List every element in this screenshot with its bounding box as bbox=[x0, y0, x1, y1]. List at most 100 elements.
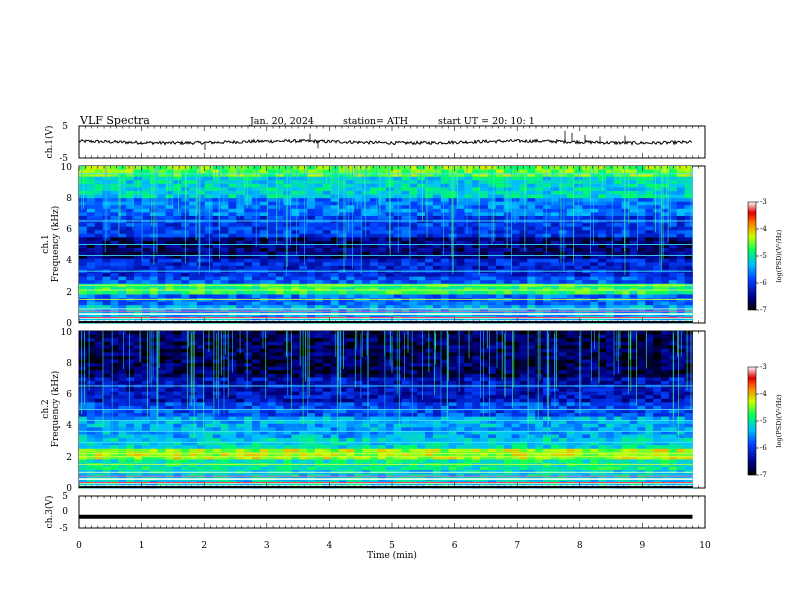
spectrogram-cell bbox=[354, 359, 363, 364]
spectrogram-cell bbox=[621, 230, 630, 235]
spectrogram-cell bbox=[480, 208, 489, 213]
spectrogram-cell bbox=[393, 305, 402, 310]
spectrogram-cell bbox=[157, 226, 166, 231]
spectrogram-cell bbox=[495, 244, 505, 249]
spectrogram-cell bbox=[558, 308, 568, 313]
spectrogram-cell bbox=[204, 194, 214, 199]
spectrogram-cell bbox=[362, 373, 371, 378]
spectrogram-cell bbox=[181, 355, 190, 360]
spectrogram-cell bbox=[598, 366, 607, 371]
spectrogram-cell bbox=[86, 187, 96, 192]
spectrogram-cell bbox=[189, 244, 198, 249]
spectrogram-cell bbox=[464, 370, 473, 375]
spectrogram-cell bbox=[409, 201, 418, 206]
spectrogram-cell bbox=[149, 265, 159, 270]
spectrogram-cell bbox=[236, 359, 245, 364]
spectrogram-cell bbox=[448, 198, 457, 203]
spectrogram-cell bbox=[440, 226, 450, 231]
spectrogram-cell bbox=[220, 355, 229, 360]
spectrogram-cell bbox=[126, 248, 135, 253]
spectrogram-cell bbox=[370, 169, 379, 174]
spectrogram-cell bbox=[354, 240, 363, 245]
spectrogram-cell bbox=[204, 251, 214, 256]
spectrogram-cell bbox=[196, 345, 206, 350]
spectrogram-cell bbox=[527, 244, 536, 249]
spectrogram-cell bbox=[86, 223, 96, 228]
spectrogram-cell bbox=[236, 248, 245, 253]
spectrogram-cell bbox=[204, 301, 214, 306]
spectrogram-cell bbox=[370, 287, 379, 292]
spectrogram-cell bbox=[472, 187, 481, 192]
spectrogram-cell bbox=[661, 359, 670, 364]
spectrogram-cell bbox=[346, 370, 355, 375]
spectrogram-cell bbox=[370, 208, 379, 213]
spectrogram-cell bbox=[535, 237, 544, 242]
spectrogram-cell bbox=[354, 276, 363, 281]
spectrogram-cell bbox=[598, 233, 607, 238]
spectrogram-cell bbox=[244, 169, 253, 174]
spectrogram-cell bbox=[393, 201, 402, 206]
spectrogram-cell bbox=[370, 334, 379, 339]
spectrogram-cell bbox=[291, 341, 300, 346]
spectrogram-cell bbox=[165, 355, 174, 360]
spectrogram-cell bbox=[181, 287, 190, 292]
spectrogram-cell bbox=[605, 215, 615, 220]
spectrogram-cell bbox=[299, 280, 308, 285]
spectrogram-cell bbox=[543, 240, 552, 245]
ch1-colorbar-tick: -5 bbox=[760, 252, 767, 260]
spectrogram-cell bbox=[629, 308, 638, 313]
spectrogram-cell bbox=[141, 201, 151, 206]
spectrogram-cell bbox=[645, 258, 654, 263]
spectrogram-cell bbox=[464, 352, 473, 357]
spectrogram-cell bbox=[204, 205, 214, 210]
spectrogram-cell bbox=[645, 198, 654, 203]
spectrogram-cell bbox=[212, 308, 221, 313]
spectrogram-cell bbox=[684, 248, 693, 253]
spectrogram-cell bbox=[220, 201, 229, 206]
spectrogram-cell bbox=[668, 233, 678, 238]
spectrogram-cell bbox=[668, 280, 678, 285]
spectrogram-cell bbox=[212, 290, 221, 295]
spectrogram-cell bbox=[86, 230, 96, 235]
spectrogram-cell bbox=[480, 190, 489, 195]
spectrogram-cell bbox=[314, 208, 324, 213]
spectrogram-cell bbox=[401, 262, 410, 267]
spectrogram-cell bbox=[204, 190, 214, 195]
spectrogram-cell bbox=[432, 298, 442, 302]
spectrogram-cell bbox=[259, 187, 269, 192]
spectrogram-cell bbox=[472, 265, 481, 270]
spectrogram-cell bbox=[362, 244, 371, 249]
spectrogram-cell bbox=[590, 183, 599, 188]
spectrogram-cell bbox=[189, 176, 198, 181]
spectrogram-cell bbox=[535, 287, 544, 292]
spectrogram-cell bbox=[503, 187, 512, 192]
spectrogram-cell bbox=[377, 240, 387, 245]
spectrogram-cell bbox=[425, 173, 434, 178]
spectrogram-cell bbox=[574, 341, 583, 346]
spectrogram-cell bbox=[275, 338, 284, 343]
spectrogram-cell bbox=[566, 223, 575, 228]
spectrogram-cell bbox=[684, 169, 693, 174]
spectrogram-cell bbox=[322, 370, 332, 375]
spectrogram-cell bbox=[448, 223, 457, 228]
spectrogram-cell bbox=[472, 287, 481, 292]
spectrogram-cell bbox=[236, 208, 245, 213]
spectrogram-cell bbox=[118, 334, 127, 339]
spectrogram-cell bbox=[259, 240, 269, 245]
spectrogram-cell bbox=[668, 273, 678, 278]
spectrogram-cell bbox=[472, 248, 481, 253]
spectrogram-cell bbox=[393, 298, 402, 302]
spectrogram-cell bbox=[661, 208, 670, 213]
spectrogram-cell bbox=[173, 176, 182, 181]
spectrogram-cell bbox=[94, 248, 103, 253]
spectrogram-cell bbox=[448, 166, 457, 170]
spectrogram-cell bbox=[283, 194, 292, 199]
spectrogram-cell bbox=[165, 280, 174, 285]
spectrogram-cell bbox=[519, 334, 528, 339]
spectrogram-cell bbox=[629, 338, 638, 343]
spectrogram-cell bbox=[456, 370, 465, 375]
spectrogram-cell bbox=[558, 262, 568, 267]
spectrogram-cell bbox=[267, 352, 277, 357]
spectrogram-cell bbox=[267, 373, 277, 378]
spectrogram-cell bbox=[409, 248, 418, 253]
